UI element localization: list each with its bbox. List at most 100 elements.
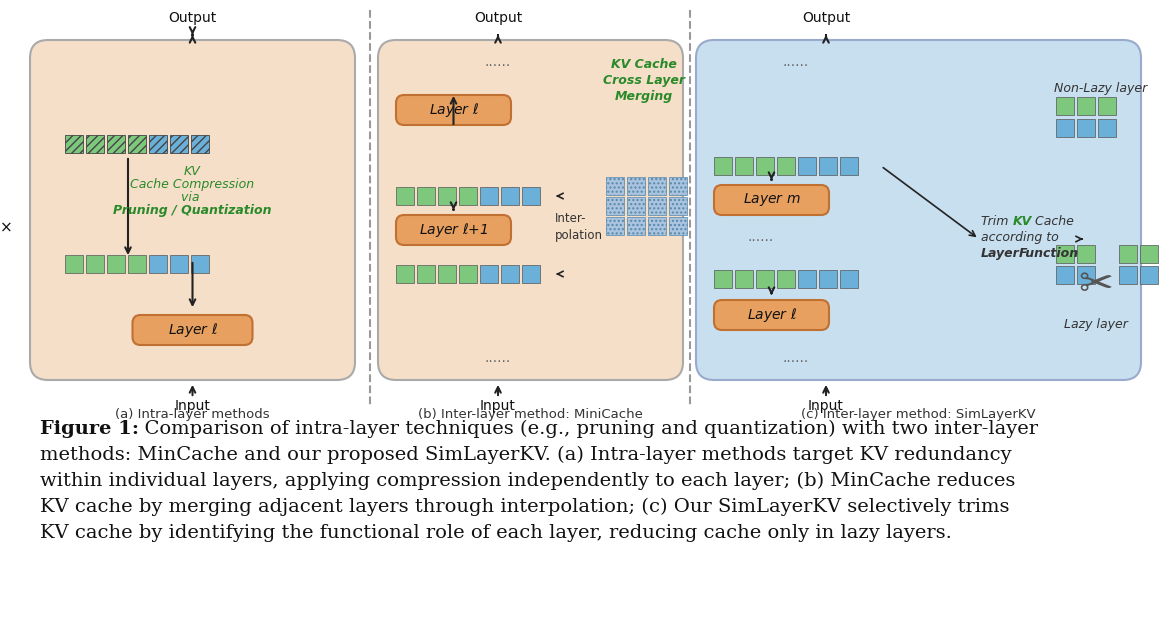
- Bar: [840, 157, 858, 175]
- Bar: [501, 265, 519, 283]
- Bar: [128, 135, 146, 153]
- Bar: [1056, 119, 1074, 137]
- Text: via: via: [181, 191, 204, 204]
- Bar: [840, 270, 858, 288]
- Bar: [715, 270, 732, 288]
- Bar: [798, 157, 815, 175]
- Text: KV: KV: [184, 165, 201, 178]
- Bar: [648, 197, 666, 215]
- Bar: [65, 135, 84, 153]
- Text: ......: ......: [783, 351, 810, 365]
- FancyBboxPatch shape: [378, 40, 683, 380]
- Bar: [128, 255, 146, 273]
- Text: (b) Inter-layer method: MiniCache: (b) Inter-layer method: MiniCache: [418, 408, 643, 421]
- Bar: [480, 265, 498, 283]
- Bar: [480, 187, 498, 205]
- Bar: [522, 265, 541, 283]
- Text: KV Cache
Cross Layer
Merging: KV Cache Cross Layer Merging: [603, 58, 686, 103]
- Bar: [1076, 97, 1095, 115]
- FancyBboxPatch shape: [396, 95, 512, 125]
- Text: methods: MinCache and our proposed SimLayerKV. (a) Intra-layer methods target KV: methods: MinCache and our proposed SimLa…: [39, 446, 1012, 464]
- Text: according to: according to: [981, 231, 1059, 244]
- Text: (a) Intra-layer methods: (a) Intra-layer methods: [115, 408, 270, 421]
- Text: Input: Input: [809, 399, 844, 413]
- Text: Layer $\ell$+1: Layer $\ell$+1: [419, 221, 488, 239]
- Text: Cache: Cache: [1031, 215, 1074, 228]
- Bar: [171, 135, 188, 153]
- Bar: [1076, 266, 1095, 284]
- Text: Layer $\ell$: Layer $\ell$: [428, 101, 478, 119]
- Bar: [735, 270, 753, 288]
- Text: Figure 1:: Figure 1:: [39, 420, 139, 438]
- Bar: [459, 187, 477, 205]
- Text: (c) Inter-layer method: SimLayerKV: (c) Inter-layer method: SimLayerKV: [802, 408, 1036, 421]
- Bar: [1056, 97, 1074, 115]
- Bar: [1056, 245, 1074, 263]
- Bar: [756, 157, 774, 175]
- Text: Trim: Trim: [981, 215, 1013, 228]
- Text: Output: Output: [802, 11, 850, 25]
- Bar: [416, 187, 435, 205]
- FancyBboxPatch shape: [696, 40, 1141, 380]
- Text: Pruning / Quantization: Pruning / Quantization: [114, 204, 271, 217]
- Bar: [107, 135, 125, 153]
- Text: Function: Function: [1018, 247, 1079, 260]
- FancyBboxPatch shape: [715, 185, 829, 215]
- Text: ......: ......: [748, 230, 774, 244]
- Bar: [1119, 266, 1137, 284]
- Bar: [86, 135, 104, 153]
- Text: within individual layers, applying compression independently to each layer; (b) : within individual layers, applying compr…: [39, 472, 1015, 490]
- Text: ......: ......: [485, 351, 512, 365]
- Bar: [148, 255, 167, 273]
- Text: Layer $m$: Layer $m$: [742, 191, 800, 209]
- Bar: [819, 157, 838, 175]
- Bar: [1056, 266, 1074, 284]
- Bar: [459, 265, 477, 283]
- Bar: [735, 157, 753, 175]
- FancyBboxPatch shape: [715, 300, 829, 330]
- Bar: [522, 187, 541, 205]
- Bar: [606, 217, 624, 235]
- Text: Layer $\ell$: Layer $\ell$: [167, 321, 217, 339]
- Text: ......: ......: [783, 55, 810, 69]
- Text: KV: KV: [1013, 215, 1032, 228]
- Bar: [669, 197, 687, 215]
- FancyBboxPatch shape: [132, 315, 253, 345]
- Bar: [628, 197, 645, 215]
- Bar: [65, 255, 84, 273]
- Bar: [148, 135, 167, 153]
- Text: KV cache by merging adjacent layers through interpolation; (c) Our SimLayerKV se: KV cache by merging adjacent layers thro…: [39, 498, 1009, 516]
- Text: Non-Lazy layer: Non-Lazy layer: [1054, 82, 1147, 95]
- Bar: [648, 177, 666, 195]
- Bar: [438, 187, 456, 205]
- Bar: [86, 255, 104, 273]
- Text: Input: Input: [174, 399, 210, 413]
- Bar: [1119, 245, 1137, 263]
- Text: Comparison of intra-layer techniques (e.g., pruning and quantization) with two i: Comparison of intra-layer techniques (e.…: [132, 420, 1038, 438]
- Bar: [1099, 97, 1116, 115]
- Bar: [191, 135, 209, 153]
- Bar: [171, 255, 188, 273]
- Bar: [756, 270, 774, 288]
- Bar: [1076, 245, 1095, 263]
- Bar: [191, 255, 209, 273]
- Bar: [396, 265, 414, 283]
- Text: Output: Output: [168, 11, 217, 25]
- Bar: [416, 265, 435, 283]
- Text: ......: ......: [485, 55, 512, 69]
- Text: Inter-
polation: Inter- polation: [554, 212, 603, 242]
- Bar: [819, 270, 838, 288]
- Bar: [628, 217, 645, 235]
- Bar: [1099, 119, 1116, 137]
- Bar: [798, 270, 815, 288]
- Text: Input: Input: [480, 399, 516, 413]
- Bar: [1140, 245, 1158, 263]
- Bar: [715, 157, 732, 175]
- Text: Cache Compression: Cache Compression: [130, 178, 254, 191]
- Bar: [628, 177, 645, 195]
- Bar: [438, 265, 456, 283]
- Bar: [777, 157, 795, 175]
- Text: Layer $\ell$: Layer $\ell$: [747, 306, 797, 324]
- FancyBboxPatch shape: [396, 215, 512, 245]
- Bar: [606, 177, 624, 195]
